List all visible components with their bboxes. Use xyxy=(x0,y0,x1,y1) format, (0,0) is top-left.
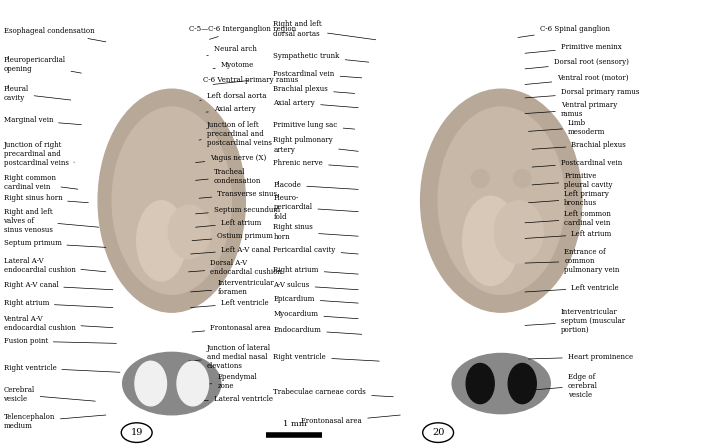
Ellipse shape xyxy=(513,169,531,187)
Text: Ventral root (motor): Ventral root (motor) xyxy=(525,74,629,84)
Text: Pleuro-
pericardial
fold: Pleuro- pericardial fold xyxy=(273,194,358,221)
Ellipse shape xyxy=(494,201,543,263)
Text: Primitive meninx: Primitive meninx xyxy=(525,43,622,53)
Ellipse shape xyxy=(463,196,519,285)
Text: Interventricular
septum (muscular
portion): Interventricular septum (muscular portio… xyxy=(525,308,625,334)
Text: Postcardinal vein: Postcardinal vein xyxy=(532,159,622,167)
Text: Right ventricle: Right ventricle xyxy=(4,364,120,372)
Text: Frontonasal area: Frontonasal area xyxy=(301,415,400,425)
Text: Right ventricle: Right ventricle xyxy=(273,353,379,361)
Ellipse shape xyxy=(112,107,231,294)
Ellipse shape xyxy=(438,107,564,294)
Text: Heart prominence: Heart prominence xyxy=(529,353,633,361)
Text: Placode: Placode xyxy=(273,181,358,190)
Text: 1 mm: 1 mm xyxy=(283,420,306,428)
Text: Right atrium: Right atrium xyxy=(273,266,358,274)
Text: Primitive lung sac: Primitive lung sac xyxy=(273,121,355,129)
Text: Dorsal primary ramus: Dorsal primary ramus xyxy=(525,88,639,98)
Text: Right sinus
horn: Right sinus horn xyxy=(273,223,358,240)
Text: Vagus nerve (X): Vagus nerve (X) xyxy=(196,154,266,162)
Text: Right pulmonary
artery: Right pulmonary artery xyxy=(273,136,358,153)
Text: Limb
mesoderm: Limb mesoderm xyxy=(529,119,605,136)
Text: Pericardial cavity: Pericardial cavity xyxy=(273,246,358,254)
Ellipse shape xyxy=(472,169,489,187)
Text: Dorsal A-V
endocardial cushion: Dorsal A-V endocardial cushion xyxy=(189,259,283,276)
Text: Cerebral
vesicle: Cerebral vesicle xyxy=(4,386,95,403)
Text: Interventricular
foramen: Interventricular foramen xyxy=(191,279,274,296)
Text: Myotome: Myotome xyxy=(213,61,254,69)
Text: Transverse sinus: Transverse sinus xyxy=(199,190,278,198)
Text: Postcardinal vein: Postcardinal vein xyxy=(273,70,362,78)
Text: C-5—C-6 Interganglion region: C-5—C-6 Interganglion region xyxy=(189,25,297,39)
Text: Right and left
dorsal aortas: Right and left dorsal aortas xyxy=(273,21,376,40)
Text: 20: 20 xyxy=(432,428,444,437)
Text: Fusion point: Fusion point xyxy=(4,337,116,345)
Text: Pleural
cavity: Pleural cavity xyxy=(4,85,71,102)
Text: Left primary
bronchus: Left primary bronchus xyxy=(529,190,609,207)
Text: Epicardium: Epicardium xyxy=(273,295,358,303)
Text: Left A-V canal: Left A-V canal xyxy=(191,246,271,254)
Text: Right atrium: Right atrium xyxy=(4,299,113,308)
Text: Frontonasal area: Frontonasal area xyxy=(192,324,271,332)
Text: Dorsal root (sensory): Dorsal root (sensory) xyxy=(525,58,629,69)
Text: Left ventricle: Left ventricle xyxy=(191,299,268,308)
Text: Primitive
pleural cavity: Primitive pleural cavity xyxy=(532,172,613,189)
Text: Entrance of
common
pulmonary vein: Entrance of common pulmonary vein xyxy=(525,248,620,274)
Text: Brachial plexus: Brachial plexus xyxy=(532,141,626,149)
Text: Junction of lateral
and medial nasal
elevations: Junction of lateral and medial nasal ele… xyxy=(189,343,271,370)
Text: Brachial plexus: Brachial plexus xyxy=(273,85,355,94)
Ellipse shape xyxy=(508,363,536,404)
Text: Marginal vein: Marginal vein xyxy=(4,116,81,125)
Text: Ependymal
zone: Ependymal zone xyxy=(192,373,257,390)
Text: Septum primum: Septum primum xyxy=(4,239,106,248)
Text: Ventral A-V
endocardial cushion: Ventral A-V endocardial cushion xyxy=(4,315,113,332)
Ellipse shape xyxy=(466,363,494,404)
Text: Sympathetic trunk: Sympathetic trunk xyxy=(273,52,369,62)
Text: Left common
cardinal vein: Left common cardinal vein xyxy=(525,210,611,227)
Text: Esophageal condensation: Esophageal condensation xyxy=(4,27,106,42)
Ellipse shape xyxy=(123,352,221,415)
Text: Right common
cardinal vein: Right common cardinal vein xyxy=(4,174,78,191)
Text: Septum secundum: Septum secundum xyxy=(196,206,280,214)
Text: Junction of right
precardinal and
postcardinal veins: Junction of right precardinal and postca… xyxy=(4,140,74,167)
Text: Axial artery: Axial artery xyxy=(206,105,256,113)
Text: Endocardium: Endocardium xyxy=(273,326,362,334)
Ellipse shape xyxy=(452,353,550,414)
Text: Edge of
cerebral
vesicle: Edge of cerebral vesicle xyxy=(532,372,598,399)
Ellipse shape xyxy=(98,89,245,312)
Ellipse shape xyxy=(137,201,186,281)
Text: Right sinus horn: Right sinus horn xyxy=(4,194,88,203)
Text: Ventral primary
ramus: Ventral primary ramus xyxy=(525,101,617,118)
Text: Neural arch: Neural arch xyxy=(207,45,257,56)
Text: Right A-V canal: Right A-V canal xyxy=(4,281,113,290)
Text: Myocardium: Myocardium xyxy=(273,310,358,319)
Text: Left dorsal aorta: Left dorsal aorta xyxy=(200,92,266,100)
Text: Left atrium: Left atrium xyxy=(525,230,611,239)
Ellipse shape xyxy=(421,89,582,312)
Text: Lateral ventricle: Lateral ventricle xyxy=(189,395,273,403)
Ellipse shape xyxy=(177,361,209,406)
Text: Left atrium: Left atrium xyxy=(196,219,261,227)
Text: Junction of left
precardinal and
postcardinal veins: Junction of left precardinal and postcar… xyxy=(199,120,272,147)
Text: Tracheal
condensation: Tracheal condensation xyxy=(196,168,261,185)
Text: Telencephalon
medium: Telencephalon medium xyxy=(4,413,106,430)
Ellipse shape xyxy=(168,205,210,259)
Ellipse shape xyxy=(135,361,167,406)
Text: Lateral A-V
endocardial cushion: Lateral A-V endocardial cushion xyxy=(4,257,106,274)
Text: Axial artery: Axial artery xyxy=(273,99,358,108)
Text: Phrenic nerve: Phrenic nerve xyxy=(273,159,358,167)
Text: Right and left
valves of
sinus venosus: Right and left valves of sinus venosus xyxy=(4,207,99,234)
Text: Trabeculae carneae cords: Trabeculae carneae cords xyxy=(273,388,393,397)
Text: C-6 Ventral primary ramus: C-6 Ventral primary ramus xyxy=(203,76,299,84)
Text: Pleuropericardial
opening: Pleuropericardial opening xyxy=(4,56,81,73)
Text: 19: 19 xyxy=(130,428,143,437)
Text: C-6 Spinal ganglion: C-6 Spinal ganglion xyxy=(518,25,610,37)
Text: A-V sulcus: A-V sulcus xyxy=(273,281,358,290)
Text: Left ventricle: Left ventricle xyxy=(525,284,619,292)
Text: Ostium primum: Ostium primum xyxy=(192,232,273,241)
